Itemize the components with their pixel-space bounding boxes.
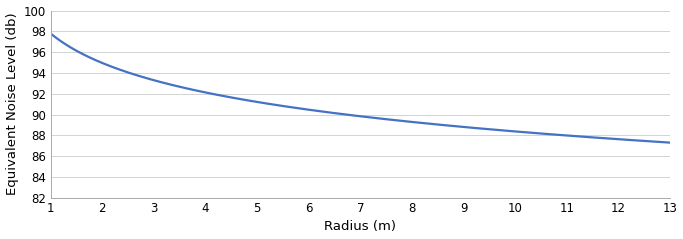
X-axis label: Radius (m): Radius (m) <box>324 220 396 234</box>
Y-axis label: Equivalent Noise Level (db): Equivalent Noise Level (db) <box>5 13 18 196</box>
